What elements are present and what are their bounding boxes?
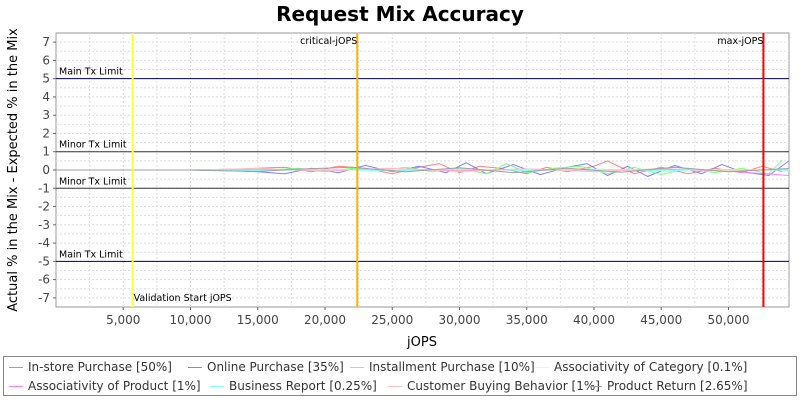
x-tick-label: 45,000 <box>640 313 682 327</box>
legend-label: Product Return [2.65%] <box>607 379 748 393</box>
chart-title: Request Mix Accuracy <box>276 2 524 26</box>
y-tick-label: 3 <box>42 108 50 122</box>
y-tick-label: -4 <box>38 236 50 250</box>
y-tick-label: 2 <box>42 126 50 140</box>
chart: Request Mix Accuracy 7 6 5 4 3 2 1 0 -1 -2 -3 -4 -5 -… <box>6 2 790 350</box>
limit-line-label: Minor Tx Limit <box>59 176 127 187</box>
legend-item: Installment Purchase [10%] <box>350 360 535 374</box>
y-axis-label: Actual % in the Mix - Expected % in the … <box>6 28 21 312</box>
legend-item: In-store Purchase [50%] <box>9 360 172 374</box>
legend-label: Customer Buying Behavior [1%] <box>407 379 600 393</box>
y-tick-label: 7 <box>42 35 50 49</box>
legend-swatch <box>388 385 402 387</box>
legend-label: Associativity of Product [1%] <box>28 379 201 393</box>
series-line <box>56 167 790 173</box>
legend: In-store Purchase [50%] Online Purchase [… <box>3 356 797 396</box>
y-tick-label: -6 <box>38 273 50 287</box>
x-tick-label: 25,000 <box>371 313 413 327</box>
series-line <box>56 160 783 175</box>
legend-item: Product Return [2.65%] <box>588 379 748 393</box>
y-axis-ticks: 7 6 5 4 3 2 1 0 -1 -2 -3 -4 -5 -6 -7 <box>38 35 56 305</box>
legend-swatch <box>535 366 549 368</box>
series-line <box>56 168 790 172</box>
x-tick-label: 35,000 <box>506 313 548 327</box>
legend-item: Business Report [0.25%] <box>210 379 377 393</box>
legend-item: Online Purchase [35%] <box>188 360 344 374</box>
legend-label: Installment Purchase [10%] <box>369 360 535 374</box>
y-tick-label: 4 <box>42 90 50 104</box>
limit-line-label: Main Tx Limit <box>59 67 123 78</box>
y-tick-label: -3 <box>38 218 50 232</box>
series-line <box>56 166 790 174</box>
limit-line-label: Main Tx Limit <box>59 249 123 260</box>
y-tick-label: -5 <box>38 254 50 268</box>
y-tick-label: 6 <box>42 53 50 67</box>
legend-swatch <box>188 366 202 368</box>
series-lines <box>56 159 790 177</box>
x-tick-label: 20,000 <box>304 313 346 327</box>
legend-swatch <box>350 366 364 368</box>
x-axis-ticks: 5,000 10,000 15,000 20,000 25,000 30,000 35,00… <box>106 307 749 327</box>
legend-item: Associativity of Product [1%] <box>9 379 201 393</box>
y-tick-label: 1 <box>42 145 50 159</box>
legend-item: Associativity of Category [0.1%] <box>535 360 747 374</box>
legend-swatch <box>9 366 23 368</box>
y-tick-label: -1 <box>38 181 50 195</box>
x-tick-label: 40,000 <box>573 313 615 327</box>
marker-label: Validation Start jOPS <box>134 293 232 304</box>
x-tick-label: 30,000 <box>438 313 480 327</box>
legend-swatch <box>9 385 23 387</box>
marker-label: max-jOPS <box>717 36 763 47</box>
legend-label: Business Report [0.25%] <box>229 379 377 393</box>
marker-label: critical-jOPS <box>300 36 357 47</box>
horizontal-limit-lines: Main Tx Limit Minor Tx Limit Minor Tx Limi… <box>56 67 789 262</box>
vertical-marker-lines: Validation Start jOPS critical-jOPS max-jO… <box>131 33 765 307</box>
x-tick-label: 50,000 <box>707 313 749 327</box>
x-tick-label: 15,000 <box>237 313 279 327</box>
legend-item: Customer Buying Behavior [1%] <box>388 379 600 393</box>
y-tick-label: 5 <box>42 72 50 86</box>
y-tick-label: -2 <box>38 200 50 214</box>
legend-swatch <box>210 385 224 387</box>
x-tick-label: 5,000 <box>106 313 140 327</box>
x-tick-label: 10,000 <box>169 313 211 327</box>
legend-label: Associativity of Category [0.1%] <box>554 360 748 374</box>
legend-label: Online Purchase [35%] <box>207 360 344 374</box>
limit-line-label: Minor Tx Limit <box>59 140 127 151</box>
legend-label: In-store Purchase [50%] <box>28 360 172 374</box>
y-tick-label: 0 <box>42 163 50 177</box>
x-axis-label: jOPS <box>406 335 437 350</box>
y-tick-label: -7 <box>38 291 50 305</box>
legend-swatch <box>588 385 602 387</box>
